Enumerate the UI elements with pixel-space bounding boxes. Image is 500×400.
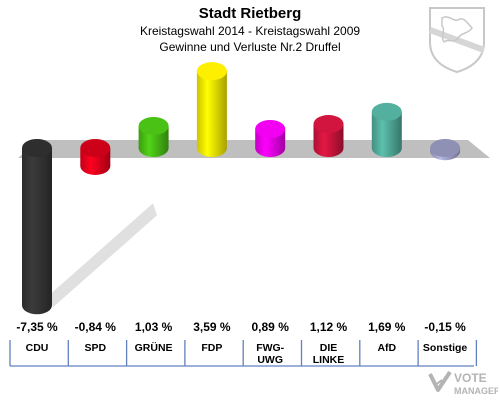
chart-subtitle-district: Gewinne und Verluste Nr.2 Druffel	[159, 40, 341, 54]
value-label: -7,35 %	[16, 320, 58, 334]
bar-6	[371, 102, 402, 157]
bar-0	[22, 139, 157, 315]
category-label: Sonstige	[422, 342, 468, 354]
vote-manager-logo: VOTE MANAGER	[428, 370, 498, 396]
value-label: 1,12 %	[309, 320, 348, 334]
category-label: GRÜNE	[134, 342, 173, 354]
value-label: 3,59 %	[193, 320, 231, 334]
category-label: SPD	[84, 342, 107, 354]
category-label: FDP	[201, 342, 223, 354]
vote-text: VOTE	[454, 371, 487, 385]
value-label: -0,84 %	[74, 320, 116, 334]
bar-3	[196, 62, 227, 157]
category-label: CDU	[25, 342, 49, 354]
category-label: AfD	[377, 342, 397, 354]
bar-7	[430, 139, 461, 161]
value-label: 0,89 %	[251, 320, 289, 334]
bar-1	[80, 139, 111, 175]
category-label: DIE LINKE	[312, 342, 345, 366]
bar-2	[138, 116, 169, 157]
value-label: 1,69 %	[368, 320, 406, 334]
chart-subtitle-election: Kreistagswahl 2014 - Kreistagswahl 2009	[139, 24, 361, 38]
category-label: FWG- UWG	[256, 342, 285, 366]
value-label: 1,03 %	[134, 320, 173, 334]
crest-icon	[428, 7, 486, 74]
bar-5	[313, 115, 344, 157]
value-label: -0,15 %	[424, 320, 466, 334]
manager-text: MANAGER	[454, 386, 498, 396]
chart-title: Stadt Rietberg	[198, 5, 302, 22]
bar-shadow	[49, 203, 157, 308]
category-axis	[9, 340, 478, 367]
bar-4	[255, 119, 286, 157]
